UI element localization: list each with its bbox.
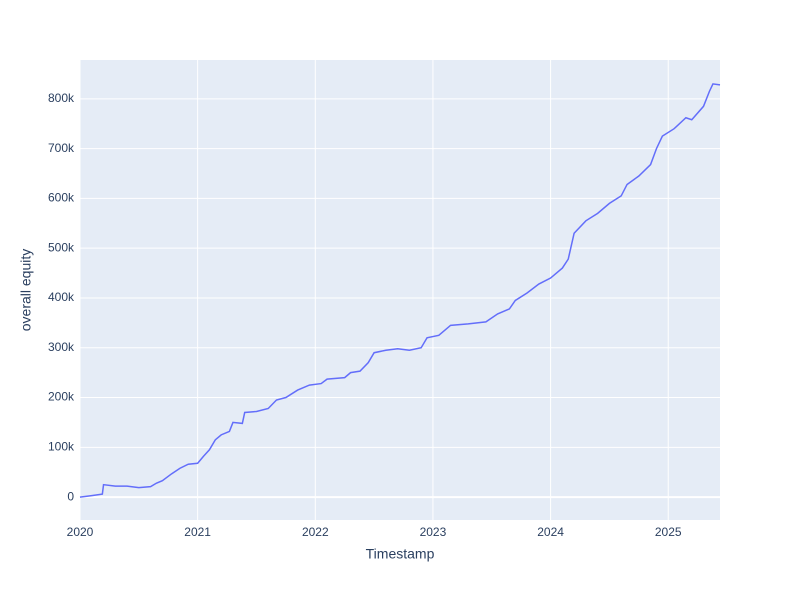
y-tick-label: 0	[67, 489, 74, 503]
y-tick-label: 100k	[48, 439, 75, 453]
line	[79, 83, 721, 498]
x-axis-title: Timestamp	[366, 546, 435, 562]
x-tick-label: 2023	[420, 525, 447, 539]
y-tick-label: 300k	[48, 340, 75, 354]
x-tick-label: 2025	[655, 525, 682, 539]
y-tick-label: 700k	[48, 141, 75, 155]
plot-area	[80, 60, 720, 520]
x-tick-label: 2024	[537, 525, 564, 539]
x-tick-label: 2021	[184, 525, 211, 539]
y-tick-label: 400k	[48, 290, 75, 304]
y-tick-label: 600k	[48, 191, 75, 205]
y-tick-label: 500k	[48, 240, 75, 254]
y-axis-title: overall equity	[18, 249, 34, 332]
x-tick-label: 2020	[67, 525, 94, 539]
y-tick-label: 200k	[48, 390, 75, 404]
x-tick-label: 2022	[302, 525, 329, 539]
y-tick-label: 800k	[48, 91, 75, 105]
